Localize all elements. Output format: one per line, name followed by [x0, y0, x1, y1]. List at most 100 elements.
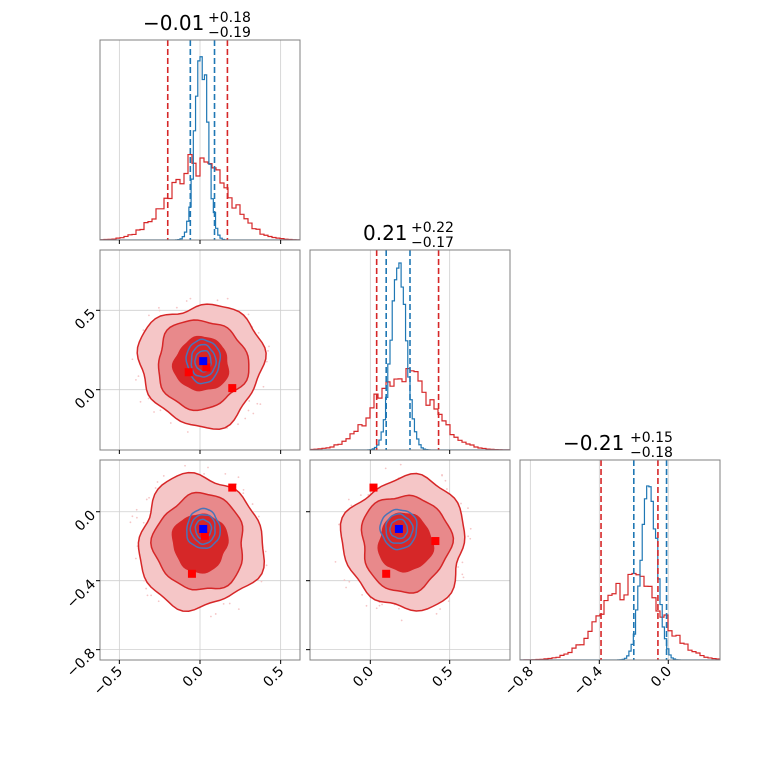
- scatter-point: [400, 619, 403, 622]
- contour-panel-p2-vs-p1: [310, 460, 510, 660]
- scatter-point: [348, 580, 351, 583]
- scatter-point: [222, 602, 225, 605]
- scatter-point: [444, 479, 447, 482]
- contour-blue: [185, 338, 222, 385]
- scatter-point: [441, 473, 443, 476]
- scatter-point: [175, 306, 178, 309]
- histogram-param-0: [100, 40, 300, 240]
- contour-blue: [389, 518, 409, 540]
- scatter-point: [338, 523, 340, 526]
- scatter-point: [148, 496, 150, 499]
- scatter-point: [237, 608, 240, 611]
- y-tick-label: 0.0: [72, 385, 99, 412]
- scatter-point: [268, 345, 270, 348]
- scatter-point: [462, 576, 465, 579]
- scatter-point: [158, 309, 161, 312]
- title-minus: −0.18: [630, 445, 673, 461]
- contour-blue: [190, 343, 217, 378]
- scatter-point: [146, 594, 149, 597]
- marker-red: [431, 537, 440, 546]
- scatter-point: [135, 379, 137, 381]
- scatter-point: [145, 498, 148, 501]
- scatter-point: [143, 579, 145, 582]
- scatter-point: [359, 494, 362, 497]
- scatter-point: [460, 502, 462, 505]
- scatter-point: [135, 508, 138, 511]
- histogram-red: [100, 153, 300, 240]
- title-minus: −0.17: [411, 235, 454, 251]
- scatter-point: [248, 400, 251, 402]
- scatter-point: [257, 515, 260, 518]
- title-main: 0.21: [363, 221, 408, 245]
- scatter-point: [467, 507, 469, 510]
- scatter-point: [350, 504, 353, 507]
- scatter-point: [159, 409, 162, 412]
- title-minus: −0.19: [208, 25, 251, 41]
- scatter-point: [156, 481, 159, 483]
- scatter-point: [257, 331, 260, 334]
- scatter-point: [136, 516, 138, 519]
- x-tick-label: −0.8: [502, 664, 537, 699]
- panel-frame: [309, 249, 511, 451]
- scatter-point: [228, 602, 231, 605]
- contour-panel-p1-vs-p0: [100, 250, 300, 450]
- scatter-point: [203, 473, 205, 475]
- marker-blue: [394, 524, 403, 533]
- scatter-point: [381, 603, 383, 606]
- scatter-point: [131, 358, 134, 361]
- y-tick-label: 0.0: [72, 507, 99, 534]
- scatter-point: [259, 403, 262, 406]
- histogram-blue: [520, 485, 720, 660]
- scatter-point: [398, 607, 400, 610]
- scatter-point: [185, 300, 188, 302]
- scatter-point: [189, 297, 192, 300]
- title-param-2: −0.21 +0.15 −0.18: [563, 430, 673, 461]
- y-tick-label: 0.5: [72, 306, 99, 333]
- scatter-point: [224, 472, 227, 475]
- scatter-point: [378, 604, 381, 607]
- scatter-point: [345, 586, 347, 589]
- scatter-point: [256, 402, 259, 405]
- scatter-point: [142, 329, 145, 332]
- scatter-point: [237, 476, 240, 479]
- scatter-point: [264, 550, 267, 553]
- y-tick-label: −0.8: [64, 645, 99, 680]
- scatter-point: [129, 521, 132, 524]
- scatter-point: [216, 299, 219, 302]
- marker-red: [382, 569, 391, 578]
- scatter-point: [226, 297, 229, 300]
- contour-blue: [189, 514, 216, 545]
- contour-panel-p2-vs-p0: [100, 460, 300, 660]
- scatter-point: [457, 566, 460, 568]
- x-tick-label: −0.5: [91, 664, 126, 699]
- scatter-point: [242, 488, 245, 491]
- marker-red: [187, 569, 196, 578]
- title-main: −0.21: [563, 431, 624, 455]
- scatter-point: [265, 360, 268, 363]
- scatter-point: [145, 587, 148, 590]
- scatter-point: [137, 375, 140, 378]
- axis-ticks: −0.5 0.0 0.5 0.0 0.5 −0.8 −0.4 0.0 0.0 0.5 −0.8 −0.…: [64, 240, 675, 699]
- scatter-point: [461, 573, 464, 576]
- scatter-point: [461, 561, 464, 564]
- scatter-point: [347, 498, 350, 501]
- scatter-point: [150, 594, 153, 597]
- scatter-point: [251, 503, 254, 505]
- scatter-point: [134, 557, 137, 560]
- histogram-param-2: [520, 460, 720, 660]
- panel-frame: [519, 459, 721, 661]
- scatter-point: [361, 593, 364, 596]
- scatter-point: [207, 466, 209, 469]
- scatter-point: [142, 521, 145, 524]
- scatter-point: [334, 561, 337, 563]
- scatter-point: [467, 535, 470, 538]
- marker-red: [200, 531, 209, 540]
- scatter-point: [247, 313, 250, 316]
- scatter-point: [157, 600, 160, 603]
- scatter-point: [265, 564, 268, 567]
- scatter-point: [162, 475, 165, 477]
- scatter-point: [157, 306, 160, 309]
- contour-blue: [385, 513, 414, 544]
- scatter-point: [186, 431, 189, 433]
